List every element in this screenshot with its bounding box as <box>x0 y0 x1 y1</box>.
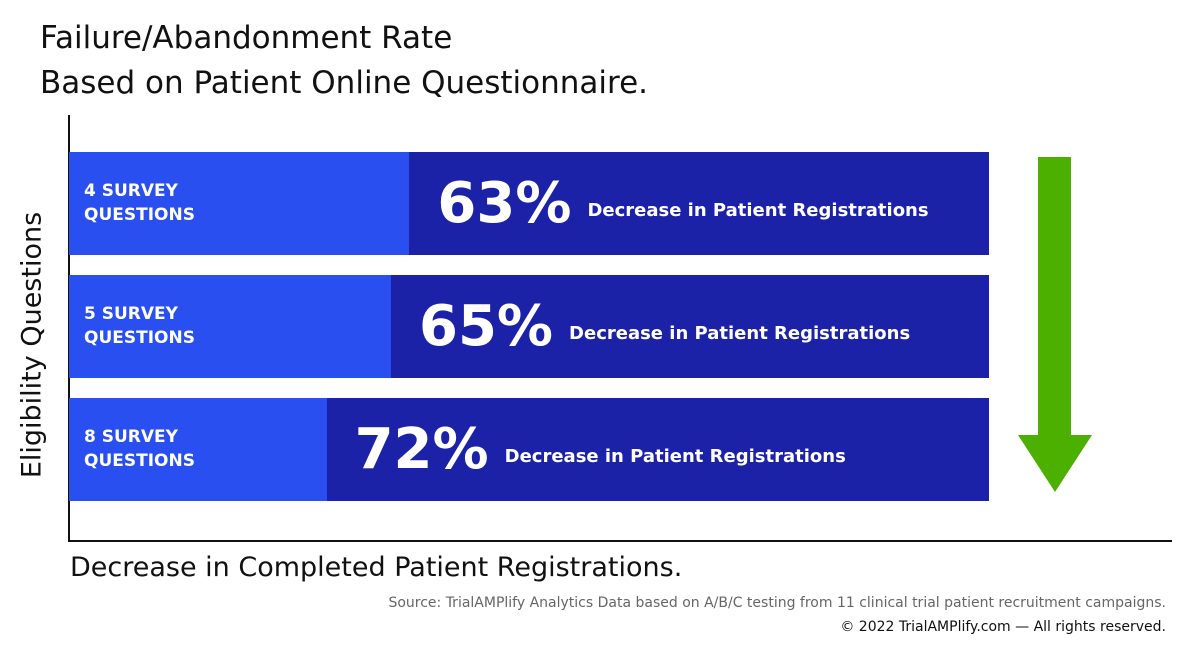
annotation: Decrease in Patient Registrations <box>587 200 929 221</box>
bar: 65% Decrease in Patient Registrations <box>391 275 989 378</box>
source-note: Source: TrialAMPlify Analytics Data base… <box>388 595 1166 611</box>
value-label: 63% <box>437 171 572 236</box>
bar: 63% Decrease in Patient Registrations <box>409 152 989 255</box>
annotation: Decrease in Patient Registrations <box>504 446 846 467</box>
value-label: 65% <box>419 294 554 359</box>
chart-title: Failure/Abandonment Rate <box>40 20 453 56</box>
category-label: 4 SURVEY QUESTIONS <box>84 181 195 225</box>
chart-subtitle: Based on Patient Online Questionnaire. <box>40 65 649 101</box>
value-label: 72% <box>354 417 489 482</box>
annotation: Decrease in Patient Registrations <box>569 323 911 344</box>
bar: 72% Decrease in Patient Registrations <box>326 398 989 501</box>
y-axis-label: Eligibility Questions <box>16 211 48 479</box>
x-axis <box>68 540 1172 542</box>
x-axis-label: Decrease in Completed Patient Registrati… <box>70 552 683 583</box>
copyright-note: © 2022 TrialAMPlify.com — All rights res… <box>840 619 1166 635</box>
down-arrow <box>1018 157 1092 492</box>
category-label: 8 SURVEY QUESTIONS <box>84 427 195 471</box>
category-label: 5 SURVEY QUESTIONS <box>84 304 195 348</box>
arrow-shape <box>1018 157 1092 492</box>
